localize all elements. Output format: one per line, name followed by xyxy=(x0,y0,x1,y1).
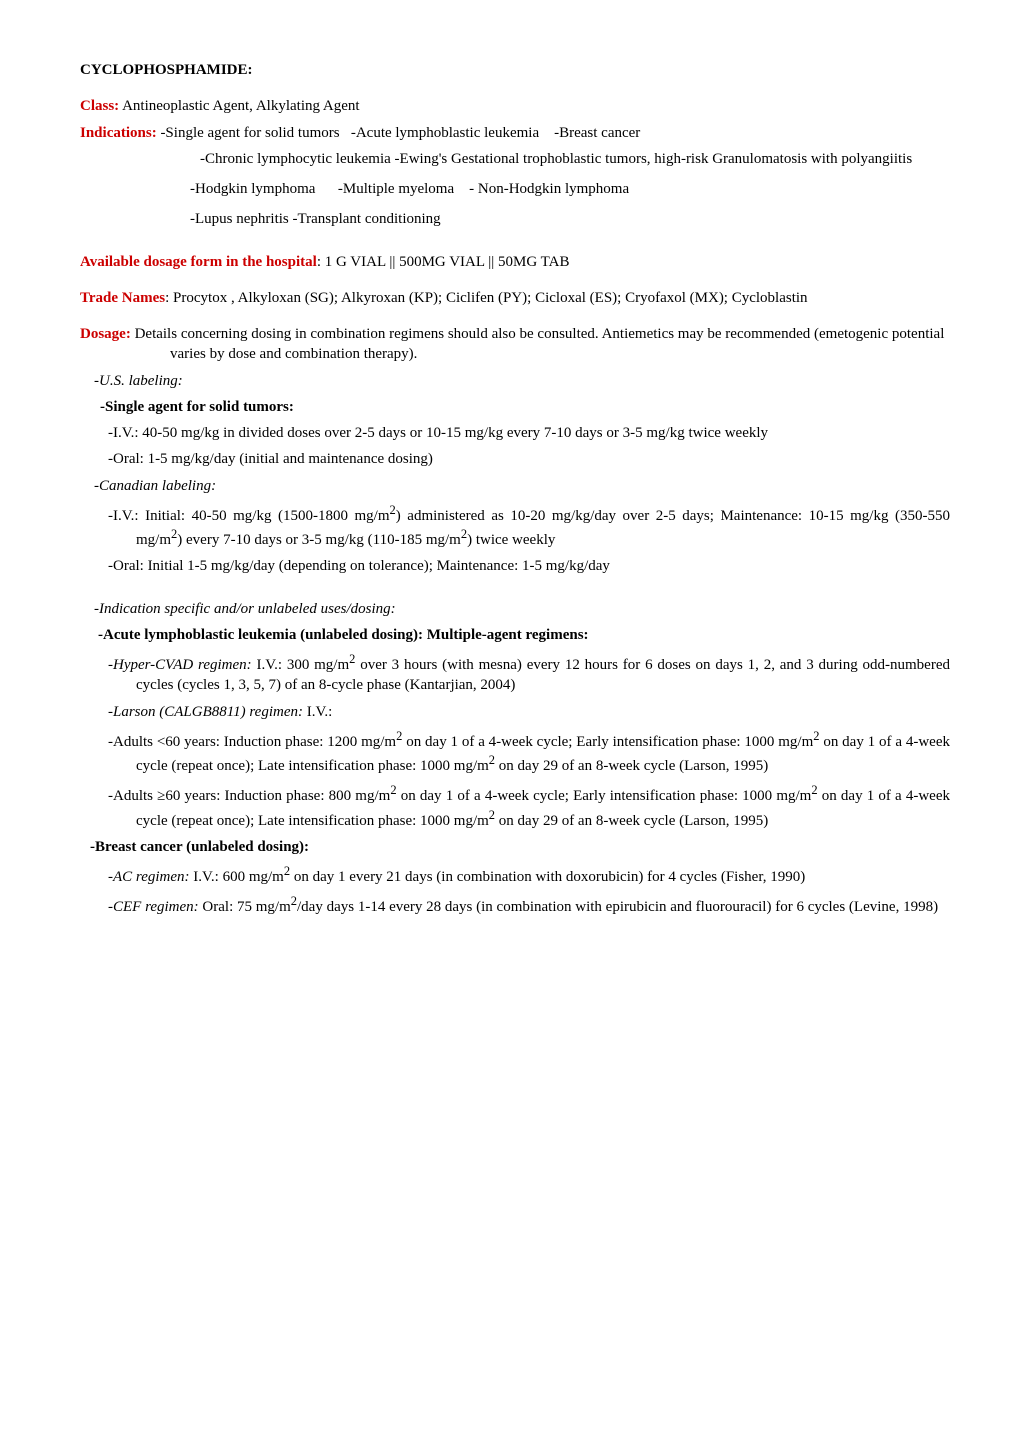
all-head: -Acute lymphoblastic leukemia (unlabeled… xyxy=(80,625,950,645)
class-label: Class: xyxy=(80,98,119,114)
hyper-cvad-a: I.V.: 300 mg/m xyxy=(252,657,350,673)
dosage-text: Details concerning dosing in combination… xyxy=(131,326,945,362)
larson-line: -Larson (CALGB8811) regimen: I.V.: xyxy=(80,702,950,722)
cef-b: /day days 1-14 every 28 days (in combina… xyxy=(297,899,938,915)
indications-label: Indications: xyxy=(80,125,157,141)
adults-ge60-b: on day 1 of a 4-week cycle; Early intens… xyxy=(397,788,812,804)
available-dosage-label: Available dosage form in the hospital xyxy=(80,254,317,270)
ac-regimen-line: -AC regimen: I.V.: 600 mg/m2 on day 1 ev… xyxy=(80,863,950,887)
larson-label: -Larson (CALGB8811) regimen: xyxy=(108,704,303,720)
cef-regimen-label: -CEF regimen: xyxy=(108,899,199,915)
ac-a: I.V.: 600 mg/m xyxy=(190,869,284,885)
canadian-iv-dose: -I.V.: Initial: 40-50 mg/kg (1500-1800 m… xyxy=(80,502,950,551)
ac-regimen-label: -AC regimen: xyxy=(108,869,190,885)
indications-text-1: -Single agent for solid tumors -Acute ly… xyxy=(157,125,641,141)
us-labeling-head: -U.S. labeling: xyxy=(80,371,950,391)
us-oral-dose: -Oral: 1-5 mg/kg/day (initial and mainte… xyxy=(80,449,950,469)
class-text: Antineoplastic Agent, Alkylating Agent xyxy=(119,98,359,114)
adults-ge60-d: on day 29 of an 8-week cycle (Larson, 19… xyxy=(495,813,768,829)
single-agent-head: -Single agent for solid tumors: xyxy=(80,397,950,417)
hyper-cvad-label: -Hyper-CVAD regimen: xyxy=(108,657,252,673)
dosage-label: Dosage: xyxy=(80,326,131,342)
adults-lt60-a: -Adults <60 years: Induction phase: 1200… xyxy=(108,734,396,750)
available-dosage-text: : 1 G VIAL || 500MG VIAL || 50MG TAB xyxy=(317,254,570,270)
adults-60plus-line: -Adults ≥60 years: Induction phase: 800 … xyxy=(80,782,950,831)
larson-text: I.V.: xyxy=(303,704,332,720)
indications-line-3: -Hodgkin lymphoma -Multiple myeloma - No… xyxy=(80,179,950,199)
dosage-line: Dosage: Details concerning dosing in com… xyxy=(80,324,950,365)
adults-ge60-a: -Adults ≥60 years: Induction phase: 800 … xyxy=(108,788,390,804)
trade-names-label: Trade Names xyxy=(80,290,165,306)
can-iv-part-a: -I.V.: Initial: 40-50 mg/kg (1500-1800 m… xyxy=(108,508,390,524)
can-iv-part-d: ) twice weekly xyxy=(467,532,555,548)
trade-names-text: : Procytox , Alkyloxan (SG); Alkyroxan (… xyxy=(165,290,807,306)
cef-regimen-line: -CEF regimen: Oral: 75 mg/m2/day days 1-… xyxy=(80,893,950,917)
canadian-oral-dose: -Oral: Initial 1-5 mg/kg/day (depending … xyxy=(80,556,950,576)
indications-line-2: -Chronic lymphocytic leukemia -Ewing's G… xyxy=(80,149,950,169)
indications-line-1: Indications: -Single agent for solid tum… xyxy=(80,123,950,143)
cef-a: Oral: 75 mg/m xyxy=(199,899,291,915)
hyper-cvad-line: -Hyper-CVAD regimen: I.V.: 300 mg/m2 ove… xyxy=(80,651,950,696)
adults-lt60-d: on day 29 of an 8-week cycle (Larson, 19… xyxy=(495,758,768,774)
us-iv-dose: -I.V.: 40-50 mg/kg in divided doses over… xyxy=(80,423,950,443)
can-iv-part-c: ) every 7-10 days or 3-5 mg/kg (110-185 … xyxy=(177,532,461,548)
ac-b: on day 1 every 21 days (in combination w… xyxy=(290,869,805,885)
adults-lt60-b: on day 1 of a 4-week cycle; Early intens… xyxy=(402,734,813,750)
drug-title: CYCLOPHOSPHAMIDE: xyxy=(80,60,950,80)
trade-names-line: Trade Names: Procytox , Alkyloxan (SG); … xyxy=(80,288,950,308)
available-dosage-line: Available dosage form in the hospital: 1… xyxy=(80,252,950,272)
adults-under-60-line: -Adults <60 years: Induction phase: 1200… xyxy=(80,728,950,777)
indication-specific-head: -Indication specific and/or unlabeled us… xyxy=(80,599,950,619)
indications-line-4: -Lupus nephritis -Transplant conditionin… xyxy=(80,209,950,229)
canadian-labeling-head: -Canadian labeling: xyxy=(80,476,950,496)
breast-cancer-head: -Breast cancer (unlabeled dosing): xyxy=(80,837,950,857)
class-line: Class: Antineoplastic Agent, Alkylating … xyxy=(80,96,950,116)
